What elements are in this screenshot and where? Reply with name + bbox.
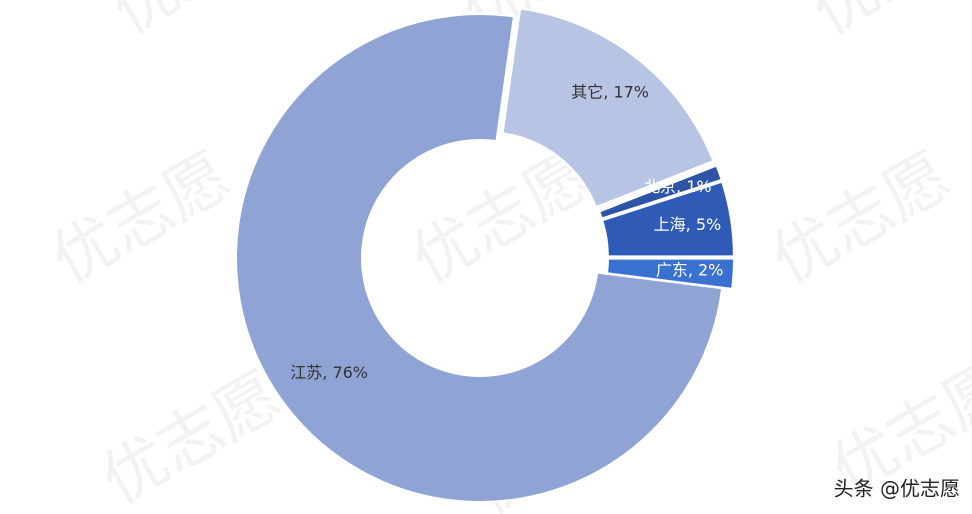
labels: 其它, 17% 北京, 1% 上海, 5% 广东, 2% 江苏, 76% <box>290 83 723 382</box>
data-label: 广东, 2% <box>656 260 724 279</box>
slice <box>235 13 724 503</box>
slice <box>600 180 735 258</box>
watermark: 优志愿 <box>800 0 972 49</box>
data-label: 上海, 5% <box>654 215 722 234</box>
data-label: 江苏, 76% <box>290 363 368 382</box>
slice <box>501 7 715 209</box>
watermark: 优志愿 <box>90 359 293 514</box>
slice <box>597 164 723 220</box>
data-label: 北京, 1% <box>644 177 712 196</box>
footer: 头条 @优志愿 <box>834 477 960 501</box>
watermark: 优志愿 <box>100 0 303 49</box>
donut <box>235 7 735 503</box>
watermark: 优志愿 <box>760 139 963 299</box>
data-label: 其它, 17% <box>571 83 649 102</box>
watermark: 优志愿 <box>40 139 243 299</box>
